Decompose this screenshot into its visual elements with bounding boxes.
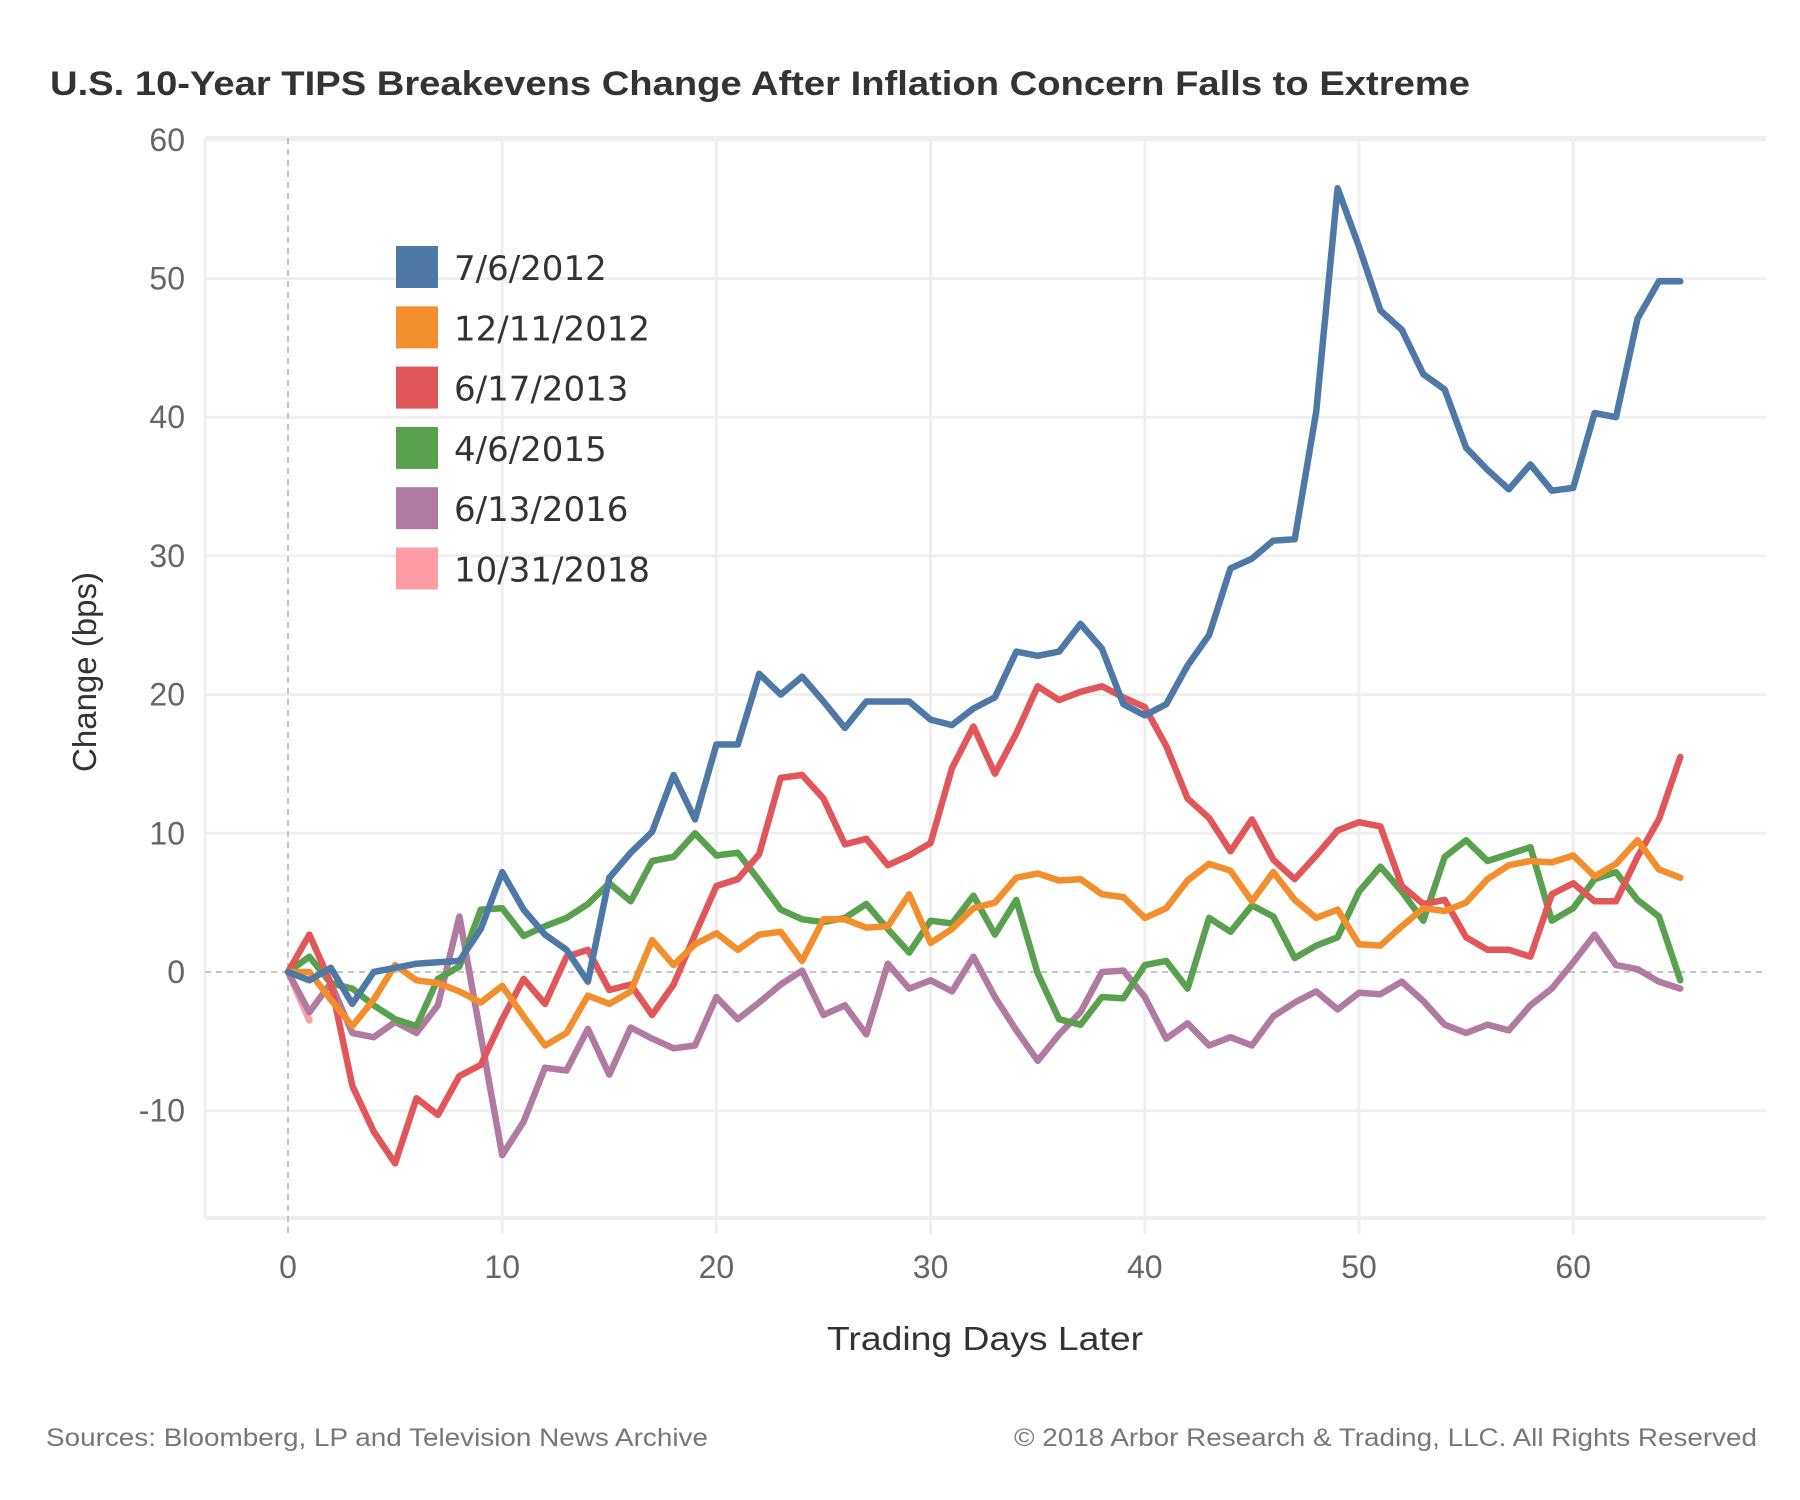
legend-item: 7/6/2012 [396, 246, 607, 289]
x-axis-title: Trading Days Later [827, 1320, 1143, 1357]
y-tick-label: 50 [149, 261, 185, 297]
y-tick-label: 10 [149, 815, 185, 851]
legend-swatch [396, 426, 438, 469]
x-tick-label: 50 [1341, 1249, 1377, 1285]
footer-source: Sources: Bloomberg, LP and Television Ne… [46, 1424, 708, 1452]
x-tick-label: 20 [699, 1249, 735, 1285]
y-tick-label: 40 [149, 399, 185, 435]
series-line-4-6-2015 [284, 830, 1684, 1030]
reference-lines [205, 138, 1766, 1234]
x-tick-label: 0 [279, 1249, 297, 1285]
series-lines [284, 185, 1684, 1167]
legend-item: 4/6/2015 [396, 426, 607, 470]
y-axis-ticks: -10 0 10 20 30 40 50 60 [139, 122, 185, 1129]
legend: 7/6/2012 12/11/2012 6/17/2013 4/6/2015 6/13/… [396, 246, 650, 591]
x-tick-label: 30 [913, 1249, 949, 1285]
y-tick-label: -10 [139, 1093, 185, 1129]
legend-item: 6/13/2016 [396, 487, 628, 530]
footer-copyright: © 2018 Arbor Research & Trading, LLC. Al… [1014, 1424, 1757, 1452]
y-tick-label: 20 [149, 677, 185, 713]
x-tick-label: 40 [1127, 1249, 1163, 1285]
y-tick-label: 0 [167, 954, 185, 990]
gridlines [205, 138, 1766, 1234]
legend-label: 7/6/2012 [454, 249, 607, 289]
legend-swatch [396, 306, 438, 349]
y-tick-label: 60 [149, 122, 185, 158]
legend-swatch [396, 487, 438, 530]
plot-frame [203, 136, 1766, 1220]
series-line-7-6-2012 [284, 185, 1684, 1008]
series-line-6-17-2013 [284, 683, 1684, 1167]
legend-label: 6/13/2016 [454, 490, 628, 530]
x-axis-ticks: 0 10 20 30 40 50 60 [279, 1249, 1591, 1285]
legend-swatch [396, 547, 438, 590]
legend-swatch [396, 246, 438, 288]
legend-label: 4/6/2015 [454, 430, 607, 470]
legend-label: 12/11/2012 [454, 309, 650, 349]
x-tick-label: 60 [1555, 1249, 1591, 1285]
legend-item: 6/17/2013 [396, 366, 628, 410]
y-axis-title: Change (bps) [66, 572, 103, 772]
chart-title: U.S. 10-Year TIPS Breakevens Change Afte… [50, 65, 1470, 103]
legend-label: 6/17/2013 [454, 370, 628, 410]
y-tick-label: 30 [149, 538, 185, 574]
legend-item: 10/31/2018 [396, 547, 650, 591]
x-tick-label: 10 [484, 1249, 520, 1285]
series-line-12-11-2012 [284, 836, 1684, 1049]
series-line-6-13-2016 [284, 913, 1684, 1159]
legend-swatch [396, 366, 438, 409]
legend-item: 12/11/2012 [396, 306, 650, 349]
legend-label: 10/31/2018 [454, 551, 650, 591]
